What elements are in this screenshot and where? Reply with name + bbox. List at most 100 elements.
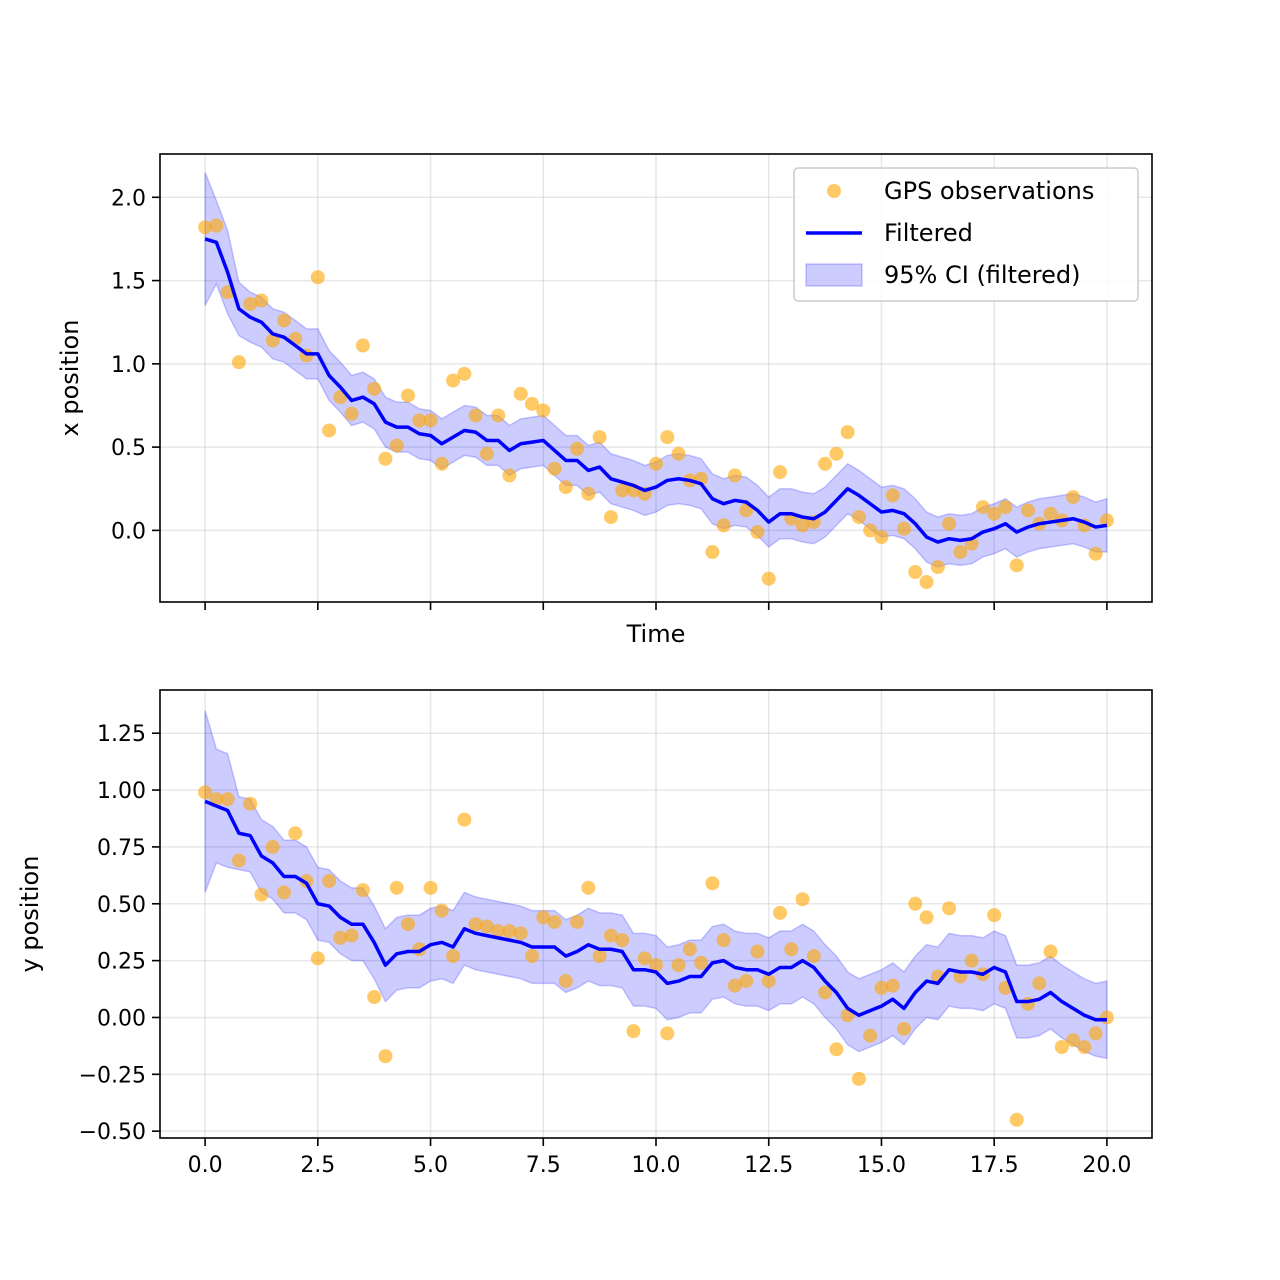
observation-point: [840, 425, 855, 440]
legend-entry: 95% CI (filtered): [805, 261, 1080, 289]
legend-box: [793, 167, 1139, 302]
observation-point: [367, 990, 382, 1005]
y-tick-label: 2.0: [111, 186, 146, 211]
observation-point: [525, 396, 539, 411]
legend-label: 95% CI (filtered): [884, 261, 1080, 289]
x-position-panel: 0.0 0.5 1.0 1.5 2.0 Time x position GPS observa…: [56, 153, 1153, 648]
observation-point: [671, 958, 686, 973]
x-axis: [204, 602, 1108, 610]
observation-point: [265, 839, 280, 854]
observation-point: [716, 933, 731, 948]
confidence-band: [204, 710, 1108, 1060]
observation-point: [243, 796, 258, 811]
observation-point: [536, 910, 551, 925]
grid: [160, 690, 1152, 1138]
observation-point: [795, 518, 810, 533]
observation-point: [209, 792, 224, 807]
observation-point: [942, 901, 957, 916]
observation-point: [649, 456, 663, 471]
y-axis: 0.0 0.5 1.0 1.5 2.0: [111, 186, 160, 544]
observation-point: [930, 560, 945, 575]
x-axis: 0.0 2.5 5.0 7.5 10.0 12.5 15.0 17.5 20.0: [188, 1138, 1131, 1178]
observation-point: [310, 270, 325, 285]
y-tick-label: 0.00: [97, 1006, 146, 1031]
observation-point: [502, 924, 517, 939]
x-tick-label: 7.5: [526, 1153, 561, 1178]
observation-point: [603, 928, 618, 943]
observation-point: [660, 1026, 675, 1041]
observation-point: [434, 903, 449, 918]
x-tick-label: 0.0: [188, 1153, 223, 1178]
observation-point: [829, 446, 844, 461]
observation-point: [739, 503, 754, 518]
observation-point: [829, 1042, 844, 1057]
observation-point: [897, 521, 911, 536]
observation-point: [626, 1024, 641, 1039]
observation-point: [874, 530, 889, 545]
observation-point: [1032, 976, 1047, 991]
observation-point: [502, 468, 517, 483]
observation-point: [1009, 558, 1024, 573]
y-tick-label: −0.25: [79, 1063, 146, 1088]
observation-point: [806, 949, 821, 964]
observation-point: [694, 955, 709, 970]
observation-point: [479, 446, 494, 461]
observation-point: [1021, 503, 1035, 518]
observation-point: [457, 366, 472, 381]
y-axis-label: y position: [16, 856, 44, 973]
observation-point: [547, 914, 562, 929]
plot-area: [198, 172, 1114, 590]
observation-point: [277, 313, 291, 328]
observation-point: [254, 293, 269, 308]
observation-point: [1099, 1010, 1114, 1025]
observation-point: [468, 408, 483, 423]
observation-point: [378, 1049, 393, 1064]
observation-point: [333, 930, 348, 945]
y-tick-label: 0.25: [97, 950, 146, 975]
legend-marker-observations: [827, 184, 841, 198]
legend-label: Filtered: [884, 219, 973, 247]
observation-point: [491, 408, 506, 423]
observation-point: [310, 951, 325, 966]
observation-point: [851, 1071, 866, 1086]
observation-point: [727, 978, 742, 993]
observation-point: [355, 338, 370, 353]
observation-point: [412, 413, 427, 428]
observation-point: [198, 785, 213, 800]
observation-point: [547, 461, 562, 476]
observation-point: [288, 826, 303, 841]
y-tick-label: 1.00: [97, 779, 146, 804]
observation-point: [1054, 1040, 1069, 1055]
y-axis-label: x position: [56, 320, 84, 437]
y-tick-label: 0.50: [97, 893, 146, 918]
observation-point: [908, 565, 923, 580]
observation-point: [863, 523, 878, 538]
observation-point: [570, 441, 585, 456]
observation-point: [231, 355, 246, 370]
observation-point: [1077, 1040, 1092, 1055]
x-axis-label: Time: [626, 620, 686, 648]
observation-point: [243, 296, 258, 311]
observation-point: [423, 880, 438, 895]
observation-point: [322, 423, 337, 438]
observation-point: [581, 486, 596, 501]
observation-point: [434, 456, 449, 471]
observation-point: [299, 874, 314, 889]
observation-point: [818, 456, 833, 471]
x-tick-label: 5.0: [413, 1153, 448, 1178]
observation-point: [739, 974, 754, 989]
observation-point: [908, 896, 923, 911]
observation-point: [401, 917, 415, 932]
observation-point: [874, 980, 889, 995]
observation-point: [660, 430, 675, 445]
observation-point: [536, 403, 551, 418]
observation-point: [209, 218, 224, 233]
observation-point: [1088, 546, 1103, 561]
filtered-line: [204, 237, 1108, 544]
observation-point: [254, 887, 269, 902]
y-tick-label: 1.25: [97, 722, 146, 747]
observation-point: [671, 446, 686, 461]
observation-point: [220, 792, 235, 807]
observation-point: [1066, 490, 1081, 505]
